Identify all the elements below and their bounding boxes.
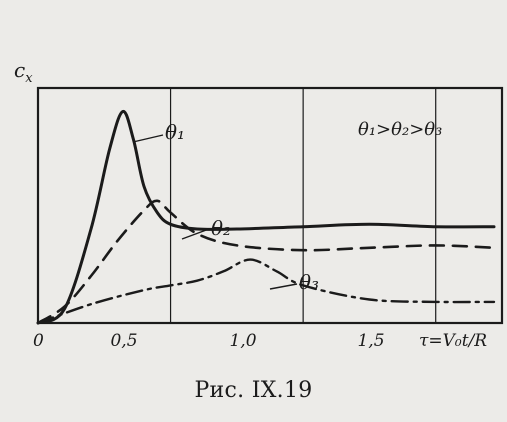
curve-label-theta1-leader [132,134,164,143]
x-tick-label: 1,5 [357,331,384,351]
plot-frame [36,86,504,325]
curve-label-theta1: θ₁ [165,120,185,144]
curve-label-theta3: θ₃ [299,270,319,294]
x-tick-label: 1,0 [229,331,256,351]
theta-inequality-annotation: θ₁>θ₂>θ₃ [358,119,442,140]
series-line-theta2 [36,199,496,325]
curve-label-theta2-leader [181,228,210,240]
figure-caption: Рис. IX.19 [194,378,313,403]
x-axis-label: τ=V₀t/R [419,331,487,351]
figure-ix19: cx 0 0,5 1,0 1,5 τ=V₀t/R θ₁>θ₂>θ₃ θ₁ θ₂ … [0,0,507,370]
curve-label-theta2: θ₂ [211,216,231,240]
x-tick-label: 0,5 [110,331,137,351]
figure-background [0,0,507,370]
curve-label-theta3-leader [269,283,298,290]
y-axis-label: cx [14,58,33,86]
grid-lines [169,88,437,323]
origin-label: 0 [33,331,44,351]
series-line-theta1 [36,110,496,325]
series-lines [36,110,496,325]
series-line-theta3 [36,258,496,325]
